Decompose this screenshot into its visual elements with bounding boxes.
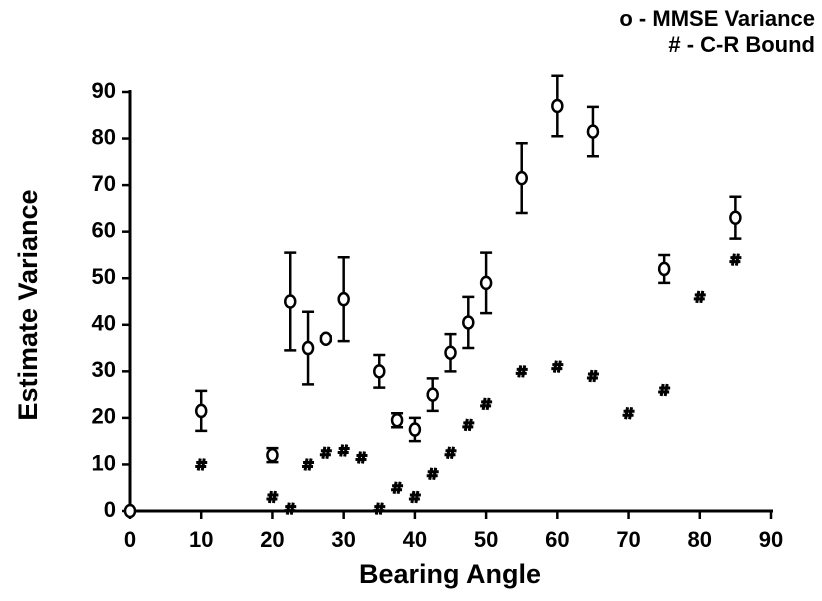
cr-point: [319, 446, 332, 460]
y-tick-label: 50: [92, 264, 116, 289]
mmse-point: [462, 315, 475, 330]
x-tick-label: 20: [260, 527, 284, 552]
cr-point: [515, 365, 528, 378]
cr-point: [302, 458, 315, 471]
y-tick-label: 90: [92, 78, 116, 103]
mmse-point: [426, 387, 439, 402]
y-tick-label: 60: [92, 217, 116, 242]
x-tick-label: 10: [189, 527, 213, 552]
x-tick-label: 40: [403, 527, 427, 552]
mmse-point: [515, 170, 528, 186]
cr-point: [266, 490, 279, 504]
mmse-point: [657, 261, 671, 277]
mmse-point: [551, 98, 564, 114]
mmse-point: [479, 275, 493, 291]
x-tick-label: 0: [124, 527, 136, 552]
y-tick-label: 20: [92, 404, 116, 429]
cr-point: [622, 406, 635, 420]
cr-point: [408, 490, 421, 504]
cr-point: [355, 451, 368, 464]
y-axis-title: Estimate Variance: [13, 189, 43, 420]
x-tick-label: 50: [474, 527, 498, 552]
mmse-point: [123, 503, 137, 519]
cr-point: [284, 502, 297, 515]
cr-point: [391, 481, 404, 494]
x-tick-label: 70: [616, 527, 640, 552]
y-tick-label: 80: [92, 124, 116, 149]
cr-point: [426, 467, 439, 481]
x-tick-label: 30: [331, 527, 355, 552]
mmse-point: [408, 422, 422, 437]
mmse-point: [586, 124, 600, 139]
cr-point: [480, 397, 493, 411]
mmse-point: [729, 210, 742, 225]
cr-point: [693, 290, 706, 304]
cr-point: [195, 458, 208, 471]
x-tick-label: 80: [688, 527, 712, 552]
mmse-point: [301, 340, 315, 356]
legend-label: # - C-R Bound: [668, 32, 815, 57]
cr-point: [444, 446, 457, 460]
cr-point: [462, 418, 475, 432]
x-tick-label: 90: [759, 527, 783, 552]
cr-point: [658, 383, 671, 397]
cr-point: [551, 360, 564, 373]
legend-label: o - MMSE Variance: [619, 6, 815, 31]
y-tick-label: 70: [92, 171, 116, 196]
mmse-point: [194, 403, 208, 419]
mmse-point: [337, 291, 350, 307]
cr-point: [729, 253, 742, 266]
mmse-point: [266, 447, 279, 463]
cr-point: [337, 444, 350, 457]
y-tick-label: 0: [104, 497, 116, 522]
mmse-point: [373, 364, 386, 379]
mmse-point: [444, 345, 457, 360]
x-tick-label: 60: [545, 527, 569, 552]
mmse-point: [390, 412, 404, 428]
y-tick-label: 40: [92, 311, 116, 336]
y-tick-label: 30: [92, 357, 116, 382]
cr-point: [373, 502, 386, 515]
cr-point: [586, 369, 599, 383]
y-tick-label: 10: [92, 450, 116, 475]
mmse-point: [284, 294, 297, 309]
mmse-point: [319, 331, 333, 346]
x-axis-title: Bearing Angle: [359, 559, 541, 589]
